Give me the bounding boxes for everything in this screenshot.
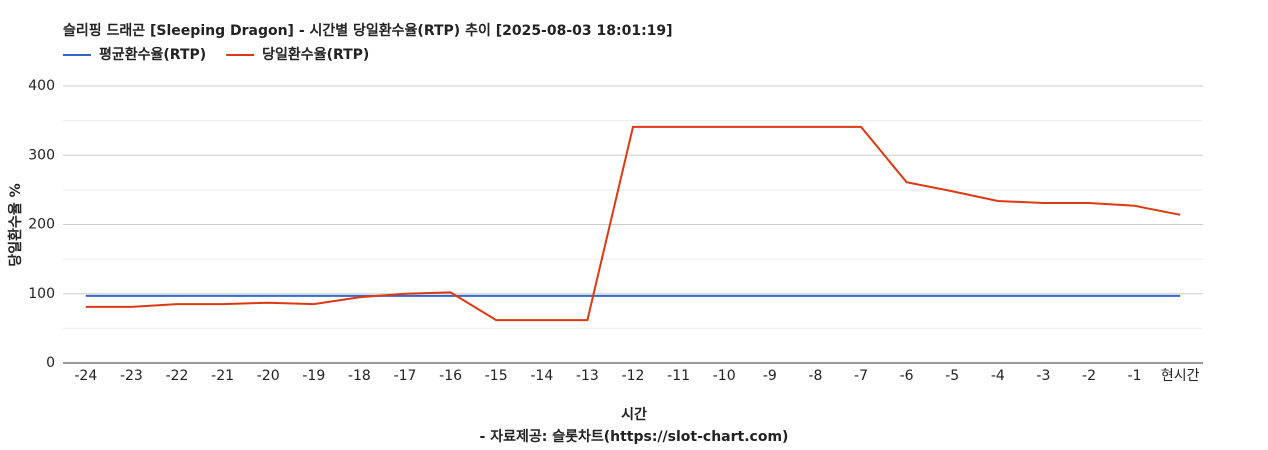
y-axis-title: 당일환수율 % [7,183,24,266]
x-tick-label: 현시간 [1161,368,1200,384]
y-tick-label: 100 [28,286,55,302]
x-tick-label: -16 [439,368,462,384]
y-tick-label: 200 [28,217,55,233]
x-tick-label: -11 [667,368,690,384]
x-tick-label: -18 [348,368,371,384]
x-tick-label: -17 [394,368,417,384]
y-tick-label: 0 [46,355,55,371]
y-tick-label: 300 [28,147,55,163]
x-tick-label: -1 [1128,368,1142,384]
data-line [85,125,1181,322]
x-tick-label: -12 [622,368,645,384]
x-tick-label: -8 [808,368,822,384]
y-tick-label: 400 [28,78,55,94]
x-tick-label: -10 [713,368,736,384]
chart-title: 슬리핑 드래곤 [Sleeping Dragon] - 시간별 당일환수율(RT… [63,22,673,39]
x-tick-label: -3 [1036,368,1050,384]
x-tick-label: -2 [1082,368,1096,384]
legend-label: 당일환수율(RTP) [262,46,369,63]
x-tick-label: -6 [900,368,914,384]
x-tick-label: -14 [530,368,553,384]
x-tick-label: -24 [74,368,97,384]
x-tick-label: -15 [485,368,508,384]
x-tick-label: -4 [991,368,1005,384]
x-axis-title: 시간 [621,406,647,423]
x-tick-label: -23 [120,368,143,384]
x-tick-label: -19 [302,368,325,384]
x-tick-label: -21 [211,368,234,384]
x-tick-label: -7 [854,368,868,384]
legend-label: 평균환수율(RTP) [99,46,206,63]
x-tick-label: -22 [166,368,189,384]
footer: - 자료제공: 슬롯차트(https://slot-chart.com) [480,429,789,445]
x-tick-label: -13 [576,368,599,384]
x-tick-label: -20 [257,368,280,384]
x-tick-label: -5 [945,368,959,384]
x-tick-label: -9 [763,368,777,384]
